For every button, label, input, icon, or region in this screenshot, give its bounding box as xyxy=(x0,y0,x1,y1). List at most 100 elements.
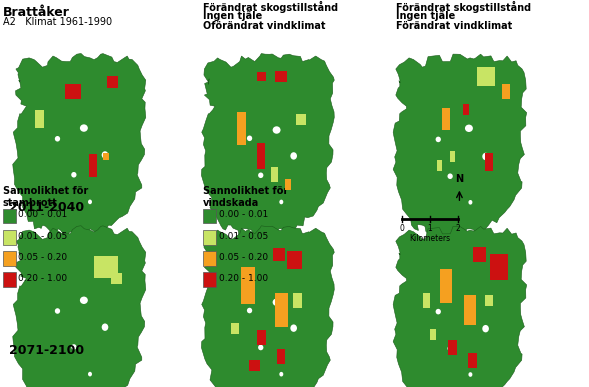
Bar xyxy=(442,108,450,130)
Ellipse shape xyxy=(55,308,60,314)
Text: N: N xyxy=(455,174,464,184)
Bar xyxy=(463,104,469,115)
Ellipse shape xyxy=(279,200,283,204)
Bar xyxy=(293,293,302,308)
Bar xyxy=(203,230,216,245)
Bar xyxy=(274,293,288,327)
Bar xyxy=(65,84,81,99)
Ellipse shape xyxy=(448,173,453,179)
Bar xyxy=(485,295,492,306)
Bar xyxy=(257,143,266,170)
Polygon shape xyxy=(13,53,146,238)
Text: A2   Klimat 1961-1990: A2 Klimat 1961-1990 xyxy=(3,17,112,27)
Bar xyxy=(111,273,122,284)
Text: 0.01 - 0.05: 0.01 - 0.05 xyxy=(219,231,268,241)
Bar xyxy=(107,77,118,87)
Ellipse shape xyxy=(465,125,473,132)
Text: Förändrat skogstillstånd: Förändrat skogstillstånd xyxy=(396,1,531,13)
Bar xyxy=(273,248,284,261)
Bar xyxy=(437,160,442,171)
Text: Förändrat skogstillstånd: Förändrat skogstillstånd xyxy=(203,1,338,13)
Ellipse shape xyxy=(468,200,472,205)
Ellipse shape xyxy=(436,137,441,142)
Ellipse shape xyxy=(436,309,441,314)
Text: 0.00 - 0.01: 0.00 - 0.01 xyxy=(18,210,68,219)
Bar xyxy=(3,230,16,245)
Bar xyxy=(284,179,291,190)
Ellipse shape xyxy=(80,296,88,304)
Ellipse shape xyxy=(290,324,297,332)
Ellipse shape xyxy=(482,153,489,160)
Bar xyxy=(275,71,287,82)
Bar xyxy=(277,349,285,364)
Bar xyxy=(102,152,110,160)
Text: 0: 0 xyxy=(399,224,404,233)
Bar xyxy=(423,293,429,308)
Ellipse shape xyxy=(258,345,263,350)
Text: 0.20 - 1.00: 0.20 - 1.00 xyxy=(18,274,67,283)
Bar xyxy=(203,251,216,266)
Ellipse shape xyxy=(71,172,77,178)
Ellipse shape xyxy=(88,200,92,204)
Bar xyxy=(440,269,452,303)
Bar xyxy=(286,250,303,269)
Text: 0.01 - 0.05: 0.01 - 0.05 xyxy=(18,231,68,241)
Bar xyxy=(3,209,16,223)
Polygon shape xyxy=(201,53,335,238)
Text: Förändrat vindklimat: Förändrat vindklimat xyxy=(396,21,512,31)
Bar xyxy=(272,168,278,182)
Bar xyxy=(241,267,254,305)
Text: 0.20 - 1.00: 0.20 - 1.00 xyxy=(219,274,267,283)
Bar xyxy=(472,247,486,262)
Bar xyxy=(35,110,44,128)
Bar xyxy=(464,295,476,325)
Bar xyxy=(477,67,495,86)
Text: Ingen tjäle: Ingen tjäle xyxy=(396,11,455,21)
Ellipse shape xyxy=(247,135,252,141)
Text: 0.00 - 0.01: 0.00 - 0.01 xyxy=(219,210,268,219)
Polygon shape xyxy=(13,226,146,387)
Ellipse shape xyxy=(80,124,88,132)
Bar xyxy=(250,360,260,371)
Bar xyxy=(3,272,16,287)
Ellipse shape xyxy=(102,151,108,159)
Polygon shape xyxy=(201,226,335,387)
Text: Sannolikhet för
vindskada: Sannolikhet för vindskada xyxy=(203,186,289,208)
Bar xyxy=(485,152,492,171)
Bar xyxy=(490,254,508,280)
Text: 0.05 - 0.20: 0.05 - 0.20 xyxy=(219,253,267,262)
Ellipse shape xyxy=(273,298,280,306)
Polygon shape xyxy=(393,226,527,387)
Bar xyxy=(257,72,266,81)
Bar xyxy=(94,256,118,278)
Text: 0.05 - 0.20: 0.05 - 0.20 xyxy=(18,253,67,262)
Bar xyxy=(450,151,455,162)
Text: Kilometers: Kilometers xyxy=(409,234,450,243)
Ellipse shape xyxy=(88,372,92,377)
Bar xyxy=(502,84,509,99)
Bar xyxy=(448,340,458,354)
Text: Oförändrat vindklimat: Oförändrat vindklimat xyxy=(203,21,326,31)
Text: Brattåker: Brattåker xyxy=(3,6,70,19)
Ellipse shape xyxy=(468,372,472,377)
Ellipse shape xyxy=(71,344,77,350)
Bar xyxy=(203,272,216,287)
Bar xyxy=(429,329,436,340)
Ellipse shape xyxy=(465,297,473,304)
Ellipse shape xyxy=(448,346,453,351)
Bar xyxy=(231,323,239,334)
Bar xyxy=(296,114,306,125)
Ellipse shape xyxy=(273,126,280,134)
Bar xyxy=(237,112,246,145)
Bar xyxy=(203,209,216,223)
Bar xyxy=(257,330,266,345)
Bar xyxy=(468,353,477,368)
Bar xyxy=(3,251,16,266)
Bar xyxy=(89,154,97,177)
Text: 1: 1 xyxy=(427,224,432,233)
Ellipse shape xyxy=(102,324,108,331)
Text: 2011-2040: 2011-2040 xyxy=(9,200,84,214)
Ellipse shape xyxy=(482,325,489,332)
Ellipse shape xyxy=(279,372,283,377)
Ellipse shape xyxy=(247,308,252,313)
